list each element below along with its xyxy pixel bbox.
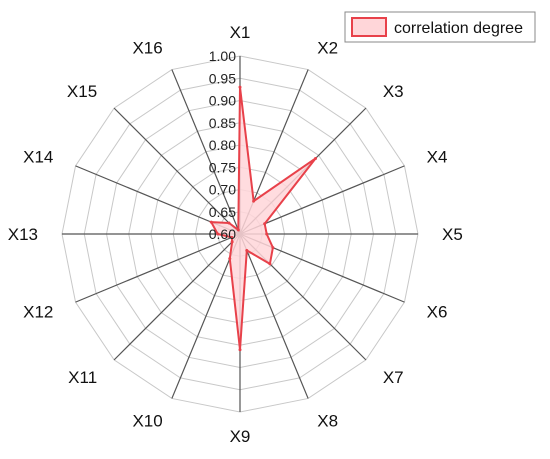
tick-label: 1.00: [209, 48, 236, 64]
tick-label: 0.75: [209, 159, 236, 175]
data-point: [265, 232, 269, 236]
axis-label: X16: [132, 38, 162, 57]
axis-label: X7: [383, 368, 404, 387]
tick-label: 0.65: [209, 204, 236, 220]
data-point: [271, 246, 275, 250]
data-point: [314, 156, 318, 160]
data-point: [227, 221, 231, 225]
data-point: [268, 262, 272, 266]
axis-label: X1: [230, 23, 251, 42]
data-point: [228, 257, 232, 261]
axis-label: X8: [317, 412, 338, 431]
data-point: [216, 232, 220, 236]
axis-label: X6: [427, 302, 448, 321]
axis-label: X2: [317, 38, 338, 57]
axis-spoke: [113, 233, 241, 361]
axis-label: X13: [8, 225, 38, 244]
axis-label: X11: [68, 368, 97, 387]
axis-spoke: [113, 107, 241, 235]
tick-label: 0.90: [209, 93, 236, 109]
data-point: [238, 348, 242, 352]
legend-label: correlation degree: [394, 20, 523, 37]
tick-label: 0.60: [209, 226, 236, 242]
data-point: [230, 240, 234, 244]
data-point: [263, 222, 267, 226]
tick-label: 0.80: [209, 137, 236, 153]
axis-label: X12: [23, 302, 53, 321]
data-point: [245, 248, 249, 252]
axis-labels: X1 X2 X3 X4 X5 X6 X7 X8 X9 X10 X11 X12 X13 X14 X15 X16: [8, 23, 463, 446]
data-point: [238, 85, 242, 89]
axis-spoke: [75, 233, 241, 303]
axis-spoke: [239, 165, 405, 235]
tick-label: 0.70: [209, 182, 236, 198]
data-point: [230, 235, 234, 239]
series-layer: [209, 85, 318, 352]
data-point: [209, 220, 213, 224]
axis-spoke: [171, 233, 241, 399]
axis-label: X5: [442, 225, 463, 244]
axis-label: X15: [67, 82, 97, 101]
axis-label: X9: [230, 427, 251, 446]
axis-label: X10: [132, 412, 162, 431]
axis-label: X3: [383, 82, 404, 101]
axis-spoke: [171, 69, 241, 235]
radial-tick-labels: 0.60 0.65 0.70 0.75 0.80 0.85 0.90 0.95 1.00: [209, 48, 236, 242]
axis-label: X14: [23, 148, 53, 167]
data-point: [252, 199, 256, 203]
tick-label: 0.95: [209, 70, 236, 86]
tick-label: 0.85: [209, 115, 236, 131]
axis-label: X4: [427, 148, 448, 167]
legend-swatch: [351, 17, 387, 37]
axis-spoke: [239, 233, 309, 399]
data-point: [236, 228, 240, 232]
legend[interactable]: correlation degree: [344, 11, 536, 43]
